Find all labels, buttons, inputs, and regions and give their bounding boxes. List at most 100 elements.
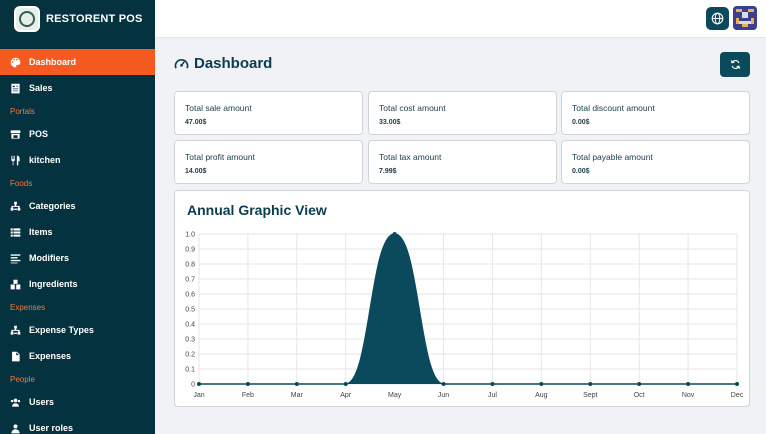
sidebar-item-label: User roles [29, 423, 74, 433]
sidebar-item-label: Items [29, 227, 53, 237]
x-tick-label: Aug [535, 392, 548, 399]
refresh-button[interactable] [720, 52, 750, 77]
users-icon [10, 397, 21, 408]
sidebar-item-sales[interactable]: Sales [0, 75, 155, 101]
card-value: 47.00$ [185, 119, 207, 126]
boxes-icon [10, 279, 21, 290]
sidebar-item-categories[interactable]: Categories [0, 193, 155, 219]
x-tick-label: Jan [193, 392, 204, 399]
sidebar-item-label: Ingredients [29, 279, 78, 289]
page-title-text: Dashboard [194, 55, 273, 72]
list-icon [10, 227, 21, 238]
sidebar-item-dashboard[interactable]: Dashboard [0, 49, 155, 75]
receipt-icon [10, 83, 21, 94]
chart-title: Annual Graphic View [187, 202, 327, 218]
file-icon [10, 351, 21, 362]
card-value: 0.00$ [572, 119, 590, 126]
data-point[interactable] [686, 382, 691, 386]
y-tick-label: 0 [191, 382, 195, 389]
sidebar-section-portals: Portals [10, 106, 35, 116]
topbar [155, 0, 766, 38]
summary-card: Total discount amount 0.00$ [561, 91, 750, 135]
y-tick-label: 0.9 [185, 247, 195, 254]
card-label: Total profit amount [185, 152, 255, 162]
sidebar-item-label: POS [29, 129, 49, 139]
card-label: Total sale amount [185, 103, 252, 113]
summary-card: Total sale amount 47.00$ [174, 91, 363, 135]
card-label: Total cost amount [379, 103, 446, 113]
sidebar-item-items[interactable]: Items [0, 219, 155, 245]
sidebar-item-label: kitchen [29, 155, 61, 165]
sidebar-item-expenses[interactable]: Expenses [0, 343, 155, 369]
x-tick-label: May [388, 392, 402, 399]
logo-icon [14, 6, 40, 32]
data-point[interactable] [735, 382, 739, 386]
sidebar-item-pos[interactable]: POS [0, 121, 155, 147]
chart-panel: Annual Graphic View 0 0.1 0.2 0.3 0.4 0.5 0.6 0… [174, 190, 750, 407]
data-point[interactable] [392, 232, 397, 236]
card-value: 14.00$ [185, 168, 207, 175]
sidebar-section-expenses: Expenses [10, 302, 46, 312]
sidebar-item-modifiers[interactable]: Modifiers [0, 245, 155, 271]
card-label: Total tax amount [379, 152, 442, 162]
summary-card: Total tax amount 7.99$ [368, 140, 557, 184]
x-tick-label: Oct [634, 392, 645, 399]
card-value: 33.00$ [379, 119, 401, 126]
x-tick-label: Jul [488, 392, 497, 399]
sidebar-item-users[interactable]: Users [0, 389, 155, 415]
sidebar-item-label: Dashboard [29, 57, 77, 67]
sidebar-item-label: Expense Types [29, 325, 94, 335]
x-tick-label: Mar [291, 392, 304, 399]
palette-icon [10, 57, 21, 68]
data-point[interactable] [294, 382, 299, 386]
data-point[interactable] [441, 382, 446, 386]
x-tick-label: Nov [682, 392, 695, 399]
page-title: Dashboard [174, 55, 272, 72]
sidebar-item-label: Categories [29, 201, 76, 211]
summary-card: Total payable amount 0.00$ [561, 140, 750, 184]
x-tick-label: Feb [242, 392, 254, 399]
data-point[interactable] [197, 382, 201, 386]
globe-icon [711, 12, 724, 25]
sidebar-item-label: Expenses [29, 351, 72, 361]
data-point[interactable] [637, 382, 642, 386]
y-tick-label: 0.5 [185, 307, 195, 314]
x-tick-label: Sept [583, 392, 597, 399]
sidebar-nav: Dashboard Sales Portals POS kitchen Foods Cate… [0, 49, 155, 434]
annual-chart: 0 0.1 0.2 0.3 0.4 0.5 0.6 0.7 0.8 0.9 1.0 Jan Feb Mar… [185, 232, 744, 400]
data-point[interactable] [343, 382, 348, 386]
language-button[interactable] [706, 7, 729, 30]
data-point[interactable] [588, 382, 593, 386]
sidebar: RESTORENT POS Dashboard Sales Portals POS ki… [0, 0, 155, 434]
summary-card: Total profit amount 14.00$ [174, 140, 363, 184]
card-label: Total payable amount [572, 152, 653, 162]
y-tick-label: 0.7 [185, 277, 195, 284]
sidebar-item-expense-types[interactable]: Expense Types [0, 317, 155, 343]
sidebar-item-label: Sales [29, 83, 53, 93]
card-label: Total discount amount [572, 103, 655, 113]
y-tick-label: 1.0 [185, 232, 195, 239]
user-icon [10, 423, 21, 434]
utensils-icon [10, 155, 21, 166]
sidebar-item-ingredients[interactable]: Ingredients [0, 271, 155, 297]
y-tick-label: 0.3 [185, 337, 195, 344]
x-tick-label: Jun [438, 392, 449, 399]
sidebar-item-kitchen[interactable]: kitchen [0, 147, 155, 173]
x-tick-label: Dec [731, 392, 744, 399]
card-value: 7.99$ [379, 168, 397, 175]
gauge-icon [174, 58, 189, 69]
data-point[interactable] [245, 382, 250, 386]
summary-card: Total cost amount 33.00$ [368, 91, 557, 135]
data-point[interactable] [539, 382, 544, 386]
sitemap-icon [10, 325, 21, 336]
lines-icon [10, 253, 21, 264]
sidebar-section-people: People [10, 374, 35, 384]
sidebar-item-user-roles[interactable]: User roles [0, 415, 155, 434]
card-value: 0.00$ [572, 168, 590, 175]
data-point[interactable] [490, 382, 495, 386]
sidebar-section-foods: Foods [10, 178, 33, 188]
user-avatar[interactable] [733, 6, 757, 30]
app-name: RESTORENT POS [46, 13, 143, 25]
sidebar-item-label: Modifiers [29, 253, 70, 263]
brand[interactable]: RESTORENT POS [0, 0, 155, 38]
